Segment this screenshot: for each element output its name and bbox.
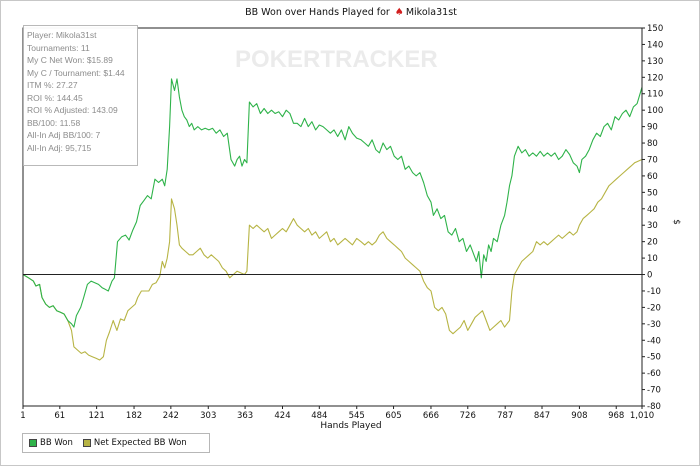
stat-line: ROI % Adjusted: 143.09 bbox=[27, 105, 118, 115]
x-tick-label: 605 bbox=[385, 411, 401, 421]
y-tick-label: 60 bbox=[647, 172, 658, 182]
y-tick-label: 30 bbox=[647, 221, 658, 231]
pokertracker-logo: POKERTRACKER bbox=[235, 46, 438, 73]
y-tick-label: 140 bbox=[647, 40, 663, 50]
x-tick-label: 787 bbox=[497, 411, 513, 421]
stat-line: ITM %: 27.27 bbox=[27, 80, 78, 90]
title-player: Mikola31st bbox=[405, 7, 457, 18]
y-tick-label: -70 bbox=[647, 386, 661, 396]
x-tick-label: 968 bbox=[608, 411, 624, 421]
stat-line: All-In Adj: 95,715 bbox=[27, 142, 92, 153]
y-tick-label: 90 bbox=[647, 123, 658, 133]
series-lines bbox=[22, 78, 643, 361]
legend-swatch bbox=[82, 439, 91, 447]
y-tick-label: 150 bbox=[647, 24, 663, 34]
y-tick-label: 40 bbox=[647, 205, 658, 215]
title-text: BB Won over Hands Played for bbox=[245, 7, 390, 18]
stat-line: My C / Tournament: $1.44 bbox=[27, 67, 125, 78]
y-tick-label: -20 bbox=[647, 303, 661, 313]
y-axis-label: $ bbox=[670, 219, 681, 225]
x-tick-label: 121 bbox=[89, 411, 105, 421]
chart-title: BB Won over Hands Played for ♠ Mikola31st bbox=[1, 7, 700, 18]
y-tick-label: 20 bbox=[647, 238, 658, 248]
stat-line: Player: Mikola31st bbox=[27, 30, 97, 40]
spade-icon: ♠ bbox=[394, 7, 404, 18]
y-tick-label: 100 bbox=[647, 106, 663, 116]
stat-line: Tournaments: 11 bbox=[27, 42, 90, 53]
stat-line: BB/100: 11.58 bbox=[27, 117, 81, 128]
stat-line: ROI %: 144.45 bbox=[27, 92, 83, 103]
y-tick-label: -40 bbox=[647, 336, 661, 346]
legend: BB Won Net Expected BB Won bbox=[22, 433, 210, 453]
x-axis-label: Hands Played bbox=[320, 421, 382, 431]
legend-swatch bbox=[29, 439, 37, 447]
y-tick-label: 70 bbox=[647, 155, 658, 165]
y-tick-label: 80 bbox=[647, 139, 658, 149]
y-tick-label: -50 bbox=[647, 353, 661, 363]
x-tick-label: 1 bbox=[20, 411, 25, 421]
stat-line: All-In Adj BB/100: 7 bbox=[27, 130, 101, 140]
legend-item-bb-won[interactable]: BB Won bbox=[29, 438, 73, 448]
y-tick-label: 10 bbox=[647, 254, 658, 264]
y-tick-label: -80 bbox=[647, 402, 661, 412]
x-tick-label: 484 bbox=[311, 411, 327, 421]
watermark-text: POKERTRACKER bbox=[235, 46, 438, 73]
stat-line: My C Net Won: $15.89 bbox=[27, 55, 113, 65]
x-tick-label: 666 bbox=[423, 411, 439, 421]
x-tick-label: 242 bbox=[163, 411, 179, 421]
x-tick-label: 1,010 bbox=[630, 411, 654, 421]
x-tick-label: 726 bbox=[460, 411, 476, 421]
y-tick-label: 0 bbox=[647, 271, 652, 281]
y-tick-label: -60 bbox=[647, 369, 661, 379]
y-tick-label: 110 bbox=[647, 90, 663, 100]
x-tick-label: 61 bbox=[54, 411, 65, 421]
legend-label: BB Won bbox=[40, 438, 73, 448]
x-tick-label: 182 bbox=[126, 411, 142, 421]
legend-label: Net Expected BB Won bbox=[93, 438, 187, 448]
x-tick-label: 303 bbox=[200, 411, 216, 421]
x-tick-label: 908 bbox=[571, 411, 587, 421]
y-tick-label: 130 bbox=[647, 57, 663, 67]
y-tick-label: -10 bbox=[647, 287, 661, 297]
legend-item-expected[interactable]: Net Expected BB Won bbox=[82, 438, 187, 448]
x-tick-label: 363 bbox=[237, 411, 253, 421]
y-tick-label: 50 bbox=[647, 188, 658, 198]
x-tick-label: 545 bbox=[349, 411, 365, 421]
stats-box: Player: Mikola31st Tournaments: 11 My C … bbox=[23, 25, 138, 166]
series-line-bb-won bbox=[22, 78, 643, 328]
y-tick-label: 120 bbox=[647, 73, 663, 83]
plot-border bbox=[22, 27, 643, 407]
y-tick-label: -30 bbox=[647, 320, 661, 330]
x-tick-label: 847 bbox=[534, 411, 550, 421]
series-line-net-expected-bb-won bbox=[22, 158, 643, 361]
x-tick-label: 424 bbox=[274, 411, 290, 421]
axes: -80 -70 -60 -50 -40 -30 -20 -10 0 10 20 30 40 50 60 70 8… bbox=[20, 24, 663, 421]
